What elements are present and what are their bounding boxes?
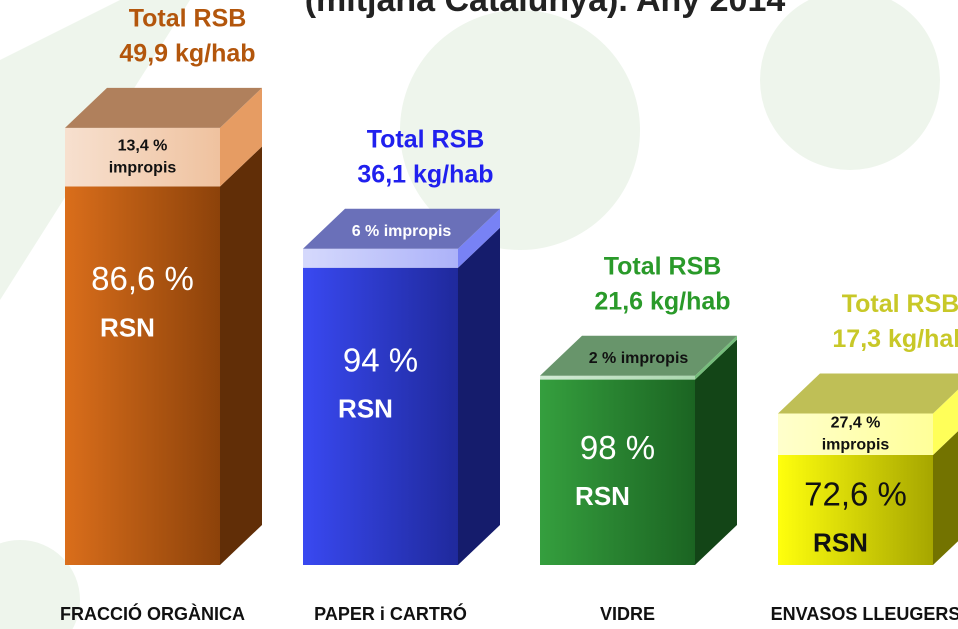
impropis-name: impropis — [822, 436, 890, 453]
impropis-label: 2 % impropis — [589, 350, 689, 367]
bar-side — [458, 227, 500, 565]
rsn-name: RSN — [338, 394, 393, 424]
total-name: Total RSB — [842, 290, 958, 318]
impropis-label: 6 % impropis — [352, 223, 452, 240]
bar-side — [220, 146, 262, 565]
bar-side-impropis — [458, 208, 500, 268]
impropis-segment — [65, 127, 220, 187]
total-name: Total RSB — [604, 252, 722, 280]
x-tick-label: VIDRE — [600, 604, 655, 624]
rsn-name: RSN — [100, 312, 155, 342]
total-label: 36,1 kg/hab — [357, 160, 493, 188]
rsn-value: 94 % — [343, 341, 418, 378]
bar-top — [65, 87, 262, 128]
bar-top — [540, 335, 737, 376]
bar-side-impropis — [695, 335, 737, 380]
impropis-value: 6 % — [352, 223, 380, 240]
rsn-value: 86,6 % — [91, 260, 194, 297]
rsn-value: 98 % — [580, 429, 655, 466]
impropis-segment — [540, 375, 695, 380]
impropis-value: 27,4 % — [831, 414, 881, 431]
impropis-name: impropis — [621, 350, 689, 367]
total-label: 17,3 kg/hab — [832, 325, 958, 353]
impropis-segment — [778, 413, 933, 455]
chart-title: (mitjana Catalunya). Any 2014 — [305, 0, 786, 19]
bar-top — [778, 373, 958, 414]
impropis-name: impropis — [109, 159, 177, 176]
x-tick-label: FRACCIÓ ORGÀNICA — [60, 603, 245, 624]
total-label: 21,6 kg/hab — [594, 287, 730, 315]
impropis-name: impropis — [384, 223, 452, 240]
rsn-name: RSN — [575, 481, 630, 511]
bar-side — [695, 339, 737, 565]
x-tick-label: PAPER i CARTRÓ — [314, 603, 467, 624]
rsn-segment — [540, 379, 695, 565]
bar-side-impropis — [220, 87, 262, 187]
rsn-name: RSN — [813, 528, 868, 558]
rsn-value: 72,6 % — [804, 476, 907, 513]
impropis-segment — [303, 248, 458, 268]
total-name: Total RSB — [367, 125, 485, 153]
rsn-segment — [303, 267, 458, 565]
total-name: Total RSB — [129, 4, 247, 32]
rsn-segment — [778, 454, 933, 565]
bar-side-impropis — [933, 389, 958, 455]
impropis-value: 13,4 % — [118, 137, 168, 154]
bar-side — [933, 431, 958, 565]
rsn-segment — [65, 186, 220, 565]
x-tick-label: ENVASOS LLEUGERS — [771, 604, 958, 624]
bar-top — [303, 208, 500, 249]
total-label: 49,9 kg/hab — [119, 39, 255, 67]
impropis-value: 2 % — [589, 350, 617, 367]
